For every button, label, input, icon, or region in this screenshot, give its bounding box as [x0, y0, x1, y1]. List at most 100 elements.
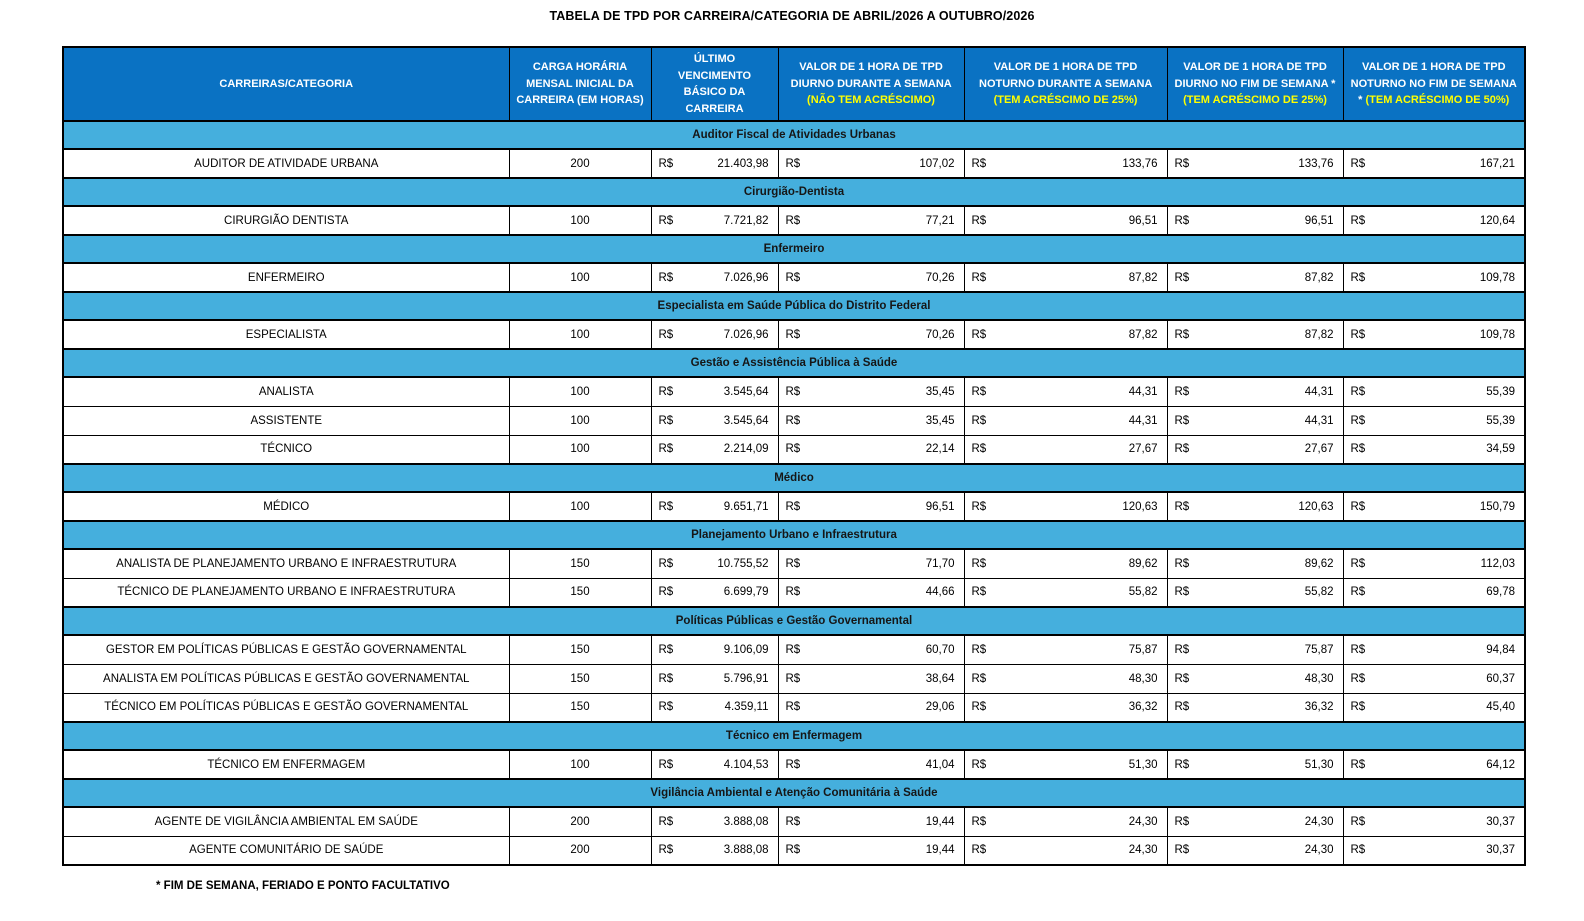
currency-cell-content: R$ 41,04: [779, 759, 964, 771]
currency-value: 3.545,64: [723, 385, 769, 398]
currency-cell: R$ 7.721,82: [650, 205, 779, 236]
currency-cell-content: R$ 87,82: [965, 272, 1167, 284]
currency-value: 36,32: [1304, 701, 1334, 714]
currency-value: 36,32: [1128, 701, 1158, 714]
currency-symbol: R$: [1174, 214, 1190, 227]
currency-cell: R$ 55,39: [1342, 405, 1526, 436]
hours-cell: 100: [508, 491, 652, 522]
career-cell: GESTOR EM POLÍTICAS PÚBLICAS E GESTÃO GO…: [62, 634, 510, 665]
currency-cell-content: R$ 120,64: [1344, 215, 1525, 227]
currency-cell: R$ 9.651,71: [650, 491, 779, 522]
currency-cell-content: R$ 36,32: [965, 701, 1167, 713]
header-highlight-label: (TEM ACRÉSCIMO DE 50%): [1365, 94, 1510, 107]
category-band: Especialista em Saúde Pública do Distrit…: [62, 291, 1526, 321]
currency-cell-content: R$ 70,26: [779, 329, 964, 341]
currency-cell-content: R$ 96,51: [965, 215, 1167, 227]
currency-cell-content: R$ 69,78: [1344, 586, 1525, 598]
currency-symbol: R$: [1174, 643, 1190, 656]
currency-value: 27,67: [1128, 443, 1158, 456]
currency-cell: R$ 133,76: [1166, 148, 1344, 179]
currency-value: 6.699,79: [723, 586, 769, 599]
currency-value: 29,06: [925, 701, 955, 714]
currency-symbol: R$: [1174, 672, 1190, 685]
currency-symbol: R$: [1350, 557, 1366, 570]
currency-cell: R$ 55,82: [1166, 577, 1344, 608]
currency-value: 4.104,53: [723, 758, 769, 771]
currency-cell: R$ 51,30: [1166, 749, 1344, 780]
currency-cell-content: R$ 89,62: [965, 558, 1167, 570]
currency-symbol: R$: [971, 414, 987, 427]
category-band: Cirurgião-Dentista: [62, 177, 1526, 207]
currency-cell-content: R$ 24,30: [965, 844, 1167, 856]
currency-cell-content: R$ 133,76: [1168, 158, 1343, 170]
category-band-row: Técnico em Enfermagem: [62, 721, 1526, 751]
career-cell: TÉCNICO EM POLÍTICAS PÚBLICAS E GESTÃO G…: [62, 692, 510, 723]
currency-value: 64,12: [1486, 758, 1515, 771]
currency-cell-content: R$ 44,66: [779, 586, 964, 598]
career-cell: ANALISTA EM POLÍTICAS PÚBLICAS E GESTÃO …: [62, 663, 510, 694]
currency-cell-content: R$ 6.699,79: [652, 586, 778, 598]
currency-value: 44,66: [925, 586, 955, 599]
currency-cell-content: R$ 9.651,71: [652, 501, 778, 513]
currency-cell-content: R$ 22,14: [779, 443, 964, 455]
currency-cell: R$ 35,45: [777, 405, 965, 436]
currency-cell-content: R$ 34,59: [1344, 443, 1525, 455]
currency-cell-content: R$ 4.359,11: [652, 701, 778, 713]
currency-cell: R$ 9.106,09: [650, 634, 779, 665]
currency-symbol: R$: [1174, 758, 1190, 771]
currency-cell: R$ 96,51: [963, 205, 1168, 236]
currency-cell-content: R$ 55,39: [1344, 415, 1525, 427]
currency-value: 24,30: [1304, 844, 1334, 857]
currency-cell-content: R$ 3.888,08: [652, 844, 778, 856]
category-band: Planejamento Urbano e Infraestrutura: [62, 520, 1526, 550]
currency-cell: R$ 75,87: [963, 634, 1168, 665]
currency-cell-content: R$ 7.026,96: [652, 329, 778, 341]
hours-cell: 100: [508, 319, 652, 350]
currency-cell-content: R$ 44,31: [1168, 386, 1343, 398]
currency-cell: R$ 4.104,53: [650, 749, 779, 780]
career-cell: ESPECIALISTA: [62, 319, 510, 350]
currency-cell-content: R$ 77,21: [779, 215, 964, 227]
currency-cell-content: R$ 60,70: [779, 644, 964, 656]
currency-cell: R$ 3.545,64: [650, 405, 779, 436]
currency-symbol: R$: [658, 643, 674, 656]
currency-cell-content: R$ 55,39: [1344, 386, 1525, 398]
currency-cell-content: R$ 35,45: [779, 386, 964, 398]
category-band: Auditor Fiscal de Atividades Urbanas: [62, 120, 1526, 150]
career-cell: CIRURGIÃO DENTISTA: [62, 205, 510, 236]
currency-cell: R$ 36,32: [1166, 692, 1344, 723]
currency-cell: R$ 87,82: [1166, 319, 1344, 350]
currency-cell: R$ 120,63: [963, 491, 1168, 522]
category-band-row: Gestão e Assistência Pública à Saúde: [62, 348, 1526, 378]
currency-value: 22,14: [925, 443, 955, 456]
currency-symbol: R$: [658, 328, 674, 341]
currency-value: 44,31: [1304, 385, 1334, 398]
currency-cell: R$ 41,04: [777, 749, 965, 780]
currency-value: 51,30: [1304, 758, 1334, 771]
header-cell-7: VALOR DE 1 HORA DE TPD NOTURNO NO FIM DE…: [1342, 46, 1526, 122]
currency-value: 87,82: [1128, 271, 1158, 284]
currency-cell-content: R$ 120,63: [1168, 501, 1343, 513]
currency-cell: R$ 87,82: [963, 319, 1168, 350]
currency-cell: R$ 89,62: [1166, 548, 1344, 579]
currency-cell-content: R$ 51,30: [1168, 759, 1343, 771]
currency-value: 55,39: [1486, 385, 1515, 398]
currency-value: 41,04: [925, 758, 955, 771]
footnote: * FIM DE SEMANA, FERIADO E PONTO FACULTA…: [156, 880, 450, 892]
currency-cell-content: R$ 9.106,09: [652, 644, 778, 656]
hours-cell: 150: [508, 692, 652, 723]
currency-symbol: R$: [971, 385, 987, 398]
currency-cell: R$ 51,30: [963, 749, 1168, 780]
currency-value: 55,39: [1486, 414, 1515, 427]
hours-cell: 100: [508, 262, 652, 293]
hours-cell: 150: [508, 548, 652, 579]
header-cell-6: VALOR DE 1 HORA DE TPD DIURNO NO FIM DE …: [1166, 46, 1344, 122]
currency-value: 44,31: [1128, 385, 1158, 398]
career-cell: ANALISTA DE PLANEJAMENTO URBANO E INFRAE…: [62, 548, 510, 579]
table-row: ASSISTENTE 100 R$ 3.545,64 R$ 35,45 R$ 44,31 R$ 4…: [62, 405, 1526, 436]
header-label: VALOR DE 1 HORA DE TPD DIURNO DURANTE A …: [790, 61, 952, 90]
currency-value: 45,40: [1486, 701, 1515, 714]
currency-cell: R$ 77,21: [777, 205, 965, 236]
currency-symbol: R$: [658, 157, 674, 170]
currency-value: 75,87: [1304, 643, 1334, 656]
